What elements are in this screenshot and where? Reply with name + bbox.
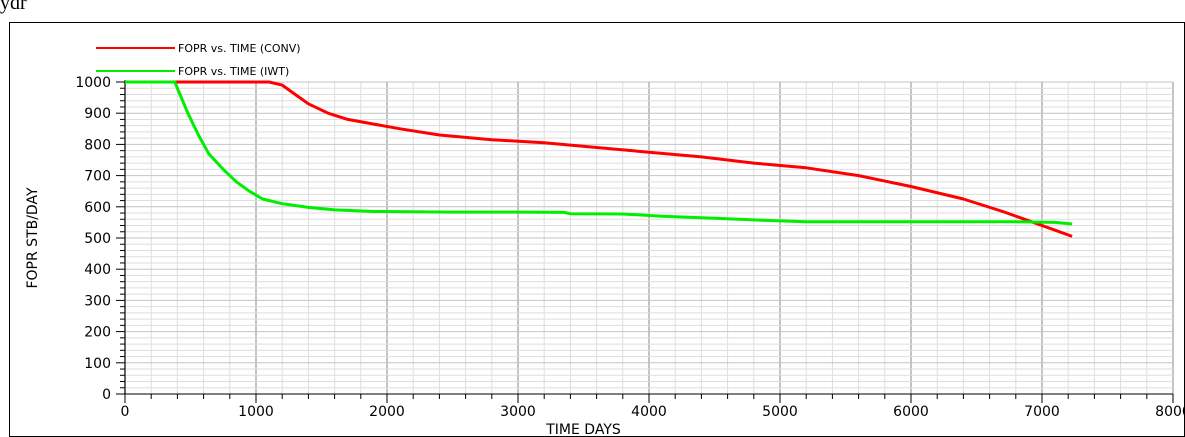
y-axis-title: FOPR STB/DAY (25, 187, 41, 288)
x-tick-label: 3000 (500, 404, 536, 420)
y-tick-label: 800 (84, 137, 111, 153)
series-line-conv (125, 80, 1073, 238)
y-tick-label: 1000 (75, 75, 111, 91)
y-tick-label: 500 (84, 231, 111, 247)
y-tick-label: 900 (84, 106, 111, 122)
x-tick-label: 1000 (238, 404, 274, 420)
chart-frame: 0 100 200 300 400 500 600 700 800 900 1000 0 1000 200… (9, 22, 1185, 437)
y-tick-label: 600 (84, 200, 111, 216)
y-tick-label: 300 (84, 293, 111, 309)
y-tick-label: 400 (84, 262, 111, 278)
x-tick-label: 4000 (631, 404, 667, 420)
y-tick-label: 100 (84, 356, 111, 372)
y-tick-label: 0 (102, 387, 111, 403)
y-tick-label: 700 (84, 169, 111, 185)
x-tick-label: 6000 (893, 404, 929, 420)
y-tick-label: 200 (84, 325, 111, 341)
legend-label: FOPR vs. TIME (CONV) (178, 42, 301, 55)
line-chart: 0 100 200 300 400 500 600 700 800 900 1000 0 1000 200… (25, 42, 1184, 436)
legend-label: FOPR vs. TIME (IWT) (178, 65, 289, 78)
x-tick-label: 2000 (369, 404, 405, 420)
x-axis-title: TIME DAYS (545, 422, 621, 436)
x-tick-label: 5000 (762, 404, 798, 420)
x-tick-label: 0 (121, 404, 130, 420)
figure-caption: ydr (0, 0, 27, 14)
x-tick-label: 7000 (1024, 404, 1060, 420)
x-tick-label: 8000 (1155, 404, 1184, 420)
series-line-iwt (125, 80, 1073, 226)
